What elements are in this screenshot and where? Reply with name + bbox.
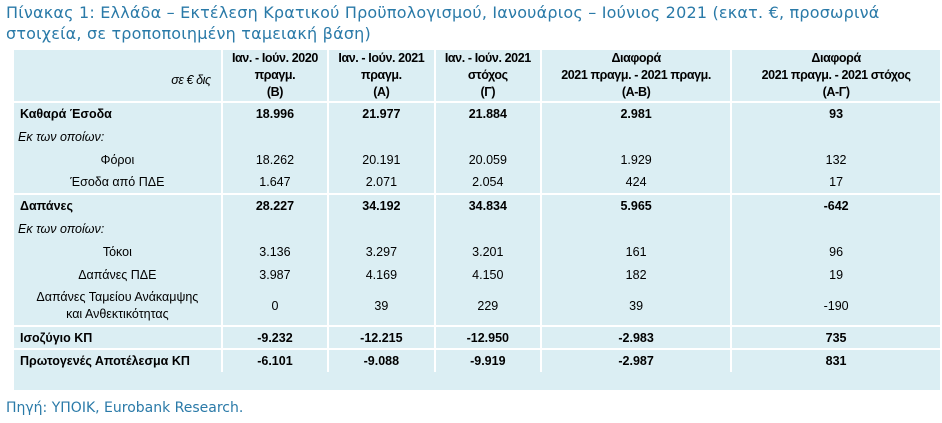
budget-execution-table: σε € δις Ιαν. - Ιούν. 2020 πραγμ. (Β) Ια… xyxy=(14,50,940,372)
table-cell xyxy=(540,217,732,240)
table-cell: -9.088 xyxy=(327,348,435,372)
table-row: Καθαρά Έσοδα 18.996 21.977 21.884 2.981 … xyxy=(14,102,940,125)
row-label: Ισοζύγιο ΚΠ xyxy=(14,325,222,349)
table-cell: -9.919 xyxy=(433,348,542,372)
table-cell: 735 xyxy=(730,325,940,349)
table-cell: 39 xyxy=(327,286,435,326)
row-label: Τόκοι xyxy=(102,244,132,259)
table-cell: 3.987 xyxy=(220,263,329,286)
source-note: Πηγή: ΥΠΟΙΚ, Eurobank Research. xyxy=(6,400,244,416)
table-row: Εκ των οποίων: xyxy=(14,217,940,240)
table-cell: 2.071 xyxy=(327,171,435,194)
table-cell xyxy=(327,217,435,240)
table-row: Έσοδα από ΠΔΕ 1.647 2.071 2.054 424 17 xyxy=(14,171,940,194)
table-cell: 132 xyxy=(730,148,940,171)
table-cell: 5.965 xyxy=(540,193,732,217)
table-cell: 17 xyxy=(730,171,940,194)
table-cell: 20.191 xyxy=(327,148,435,171)
table-cell: -2.983 xyxy=(540,325,732,349)
table-cell: 424 xyxy=(540,171,732,194)
table-row: Εκ των οποίων: xyxy=(14,125,940,148)
table-cell: 2.981 xyxy=(540,102,732,125)
table-cell: 3.201 xyxy=(433,240,542,263)
table-cell xyxy=(220,217,329,240)
table-cell xyxy=(327,125,435,148)
table-cell: 18.262 xyxy=(220,148,329,171)
table-cell: -12.950 xyxy=(433,325,542,349)
table-cell xyxy=(433,125,542,148)
table-cell: 39 xyxy=(540,286,732,326)
row-label: Καθαρά Έσοδα xyxy=(20,107,112,121)
table-cell: 34.834 xyxy=(433,193,542,217)
row-label: Φόροι xyxy=(100,152,135,167)
table-cell: 1.929 xyxy=(540,148,732,171)
row-label: Δαπάνες ΠΔΕ xyxy=(78,267,157,282)
table-row: Ισοζύγιο ΚΠ -9.232 -12.215 -12.950 -2.98… xyxy=(14,325,940,349)
row-label: Έσοδα από ΠΔΕ xyxy=(70,175,165,189)
table-cell: 3.136 xyxy=(220,240,329,263)
table-cell xyxy=(540,125,732,148)
table-cell xyxy=(730,125,940,148)
table-cell: 2.054 xyxy=(433,171,542,194)
column-header-2020-actual: Ιαν. - Ιούν. 2020 πραγμ. (Β) xyxy=(220,50,329,103)
row-label: Εκ των οποίων: xyxy=(18,129,105,144)
table-row: Πρωτογενές Αποτέλεσμα ΚΠ -6.101 -9.088 -… xyxy=(14,348,940,372)
table-cell: 21.884 xyxy=(433,102,542,125)
table-cell: 28.227 xyxy=(220,193,329,217)
row-label: Εκ των οποίων: xyxy=(18,221,105,236)
table-cell: -6.101 xyxy=(220,348,329,372)
row-label: Πρωτογενές Αποτέλεσμα ΚΠ xyxy=(14,348,222,372)
column-header-2021-target: Ιαν. - Ιούν. 2021 στόχος (Γ) xyxy=(433,50,542,103)
table-cell: 0 xyxy=(220,286,329,326)
table-cell: -2.987 xyxy=(540,348,732,372)
table-cell: 96 xyxy=(730,240,940,263)
table-cell: -642 xyxy=(730,193,940,217)
table-cell xyxy=(730,217,940,240)
table-cell: 4.150 xyxy=(433,263,542,286)
table-cell: 161 xyxy=(540,240,732,263)
table-cell: 1.647 xyxy=(220,171,329,194)
table-cell: 21.977 xyxy=(327,102,435,125)
table-cell xyxy=(220,125,329,148)
table-row: Δαπάνες ΠΔΕ 3.987 4.169 4.150 182 19 xyxy=(14,263,940,286)
column-header-diff-actual: Διαφορά 2021 πραγμ. - 2021 πραγμ. (Α-Β) xyxy=(540,50,732,103)
table-cell: -190 xyxy=(730,286,940,326)
row-label: Δαπάνες xyxy=(14,193,222,217)
table-row: Δαπάνες Ταμείου Ανάκαμψης και Ανθεκτικότ… xyxy=(14,286,940,326)
unit-label: σε € δις xyxy=(14,50,222,103)
table-header-row: σε € δις Ιαν. - Ιούν. 2020 πραγμ. (Β) Ια… xyxy=(14,50,940,103)
column-header-diff-target: Διαφορά 2021 πραγμ. - 2021 στόχος (Α-Γ) xyxy=(730,50,940,103)
table-cell: 93 xyxy=(730,102,940,125)
table-cell: -9.232 xyxy=(220,325,329,349)
table-cell: 18.996 xyxy=(220,102,329,125)
table-cell: 831 xyxy=(730,348,940,372)
table-cell: 34.192 xyxy=(327,193,435,217)
table-cell: 229 xyxy=(433,286,542,326)
table-cell: 20.059 xyxy=(433,148,542,171)
table-cell: 4.169 xyxy=(327,263,435,286)
table-row: Φόροι 18.262 20.191 20.059 1.929 132 xyxy=(14,148,940,171)
table-row: Τόκοι 3.136 3.297 3.201 161 96 xyxy=(14,240,940,263)
table-row: Δαπάνες 28.227 34.192 34.834 5.965 -642 xyxy=(14,193,940,217)
table-title: Πίνακας 1: Ελλάδα – Εκτέλεση Κρατικού Πρ… xyxy=(6,3,880,43)
table-cell: 19 xyxy=(730,263,940,286)
table-cell: 182 xyxy=(540,263,732,286)
table-cell xyxy=(433,217,542,240)
table-cell: -12.215 xyxy=(327,325,435,349)
row-label: Δαπάνες Ταμείου Ανάκαμψης και Ανθεκτικότ… xyxy=(36,289,199,321)
table-cell: 3.297 xyxy=(327,240,435,263)
column-header-2021-actual: Ιαν. - Ιούν. 2021 πραγμ. (Α) xyxy=(327,50,435,103)
